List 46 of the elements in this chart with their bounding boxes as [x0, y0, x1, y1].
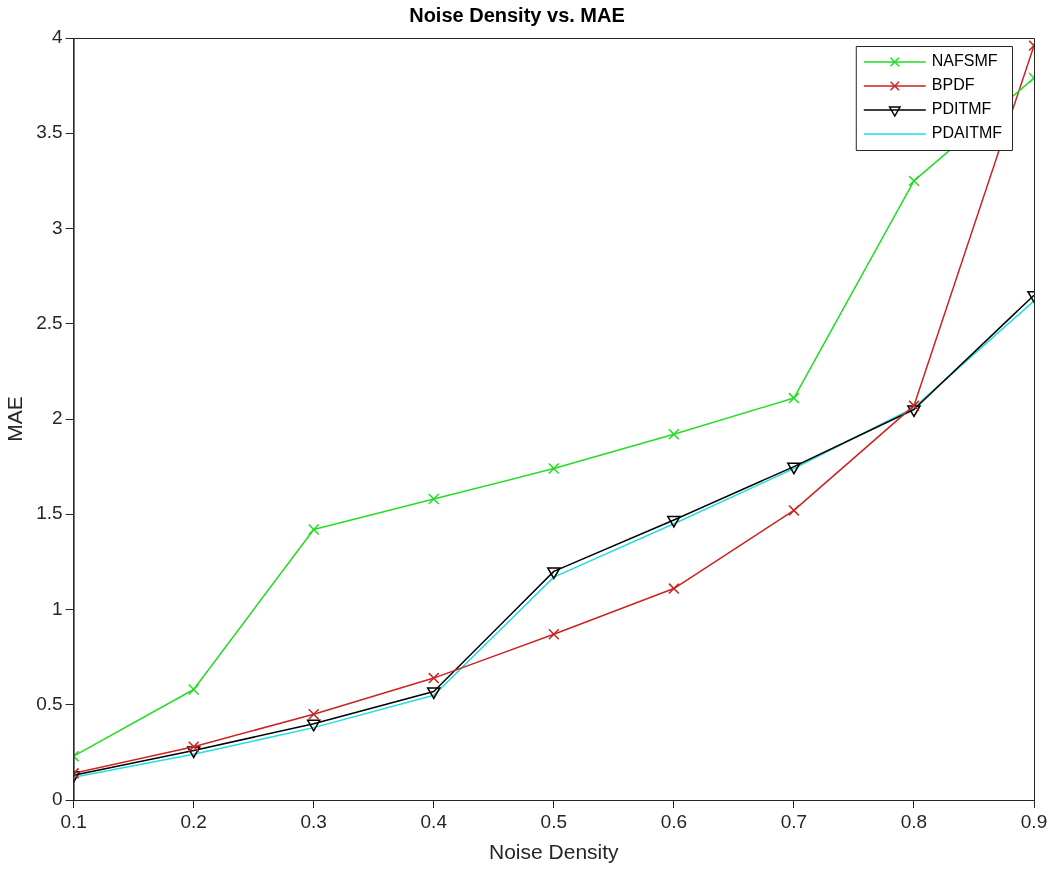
- x-tick-label: 0.2: [180, 810, 207, 832]
- point: [428, 493, 440, 505]
- point: [668, 582, 680, 595]
- y-tick-label: 3.5: [36, 121, 63, 143]
- y-tick-label: 2: [52, 407, 63, 429]
- point: [548, 462, 560, 475]
- point: [187, 683, 200, 696]
- y-tick-label: 1: [52, 597, 63, 619]
- point: [667, 515, 681, 528]
- legend-label: PDITMF: [931, 100, 992, 118]
- x-tick-label: 0.3: [300, 810, 327, 832]
- y-tick-label: 0: [52, 788, 63, 810]
- point: [787, 462, 801, 475]
- point: [306, 719, 321, 732]
- x-tick-label: 0.6: [660, 810, 688, 832]
- y-tick-label: 1.5: [36, 502, 63, 524]
- point: [308, 708, 320, 720]
- point: [788, 392, 800, 404]
- x-tick-label: 0.1: [60, 810, 87, 832]
- point: [907, 405, 921, 418]
- point: [548, 628, 560, 640]
- point: [308, 523, 320, 536]
- point: [428, 672, 440, 684]
- point: [546, 567, 561, 580]
- point: [668, 428, 680, 440]
- point: [186, 746, 201, 759]
- point: [187, 740, 200, 753]
- y-tick-label: 4: [52, 26, 64, 48]
- x-tick-label: 0.4: [420, 810, 448, 832]
- x-tick-label: 0.7: [780, 810, 808, 832]
- chart-title: Noise Density vs. MAE: [409, 3, 625, 26]
- x-tick-label: 0.5: [540, 810, 568, 832]
- point: [908, 399, 920, 412]
- y-tick-label: 2.5: [36, 311, 63, 333]
- point: [908, 175, 920, 187]
- x-tick-label: 0.8: [900, 810, 928, 832]
- y-tick-label: 0.5: [36, 692, 63, 714]
- point: [426, 687, 441, 700]
- point: [788, 504, 800, 517]
- x-axis-title: Noise Density: [489, 840, 620, 864]
- legend-label: NAFSMF: [931, 52, 998, 70]
- legend-label: BPDF: [931, 76, 975, 94]
- x-tick-label: 0.9: [1020, 810, 1048, 832]
- legend-label: PDAITMF: [931, 124, 1003, 142]
- y-tick-label: 3: [52, 216, 63, 238]
- y-axis-title: MAE: [3, 396, 27, 442]
